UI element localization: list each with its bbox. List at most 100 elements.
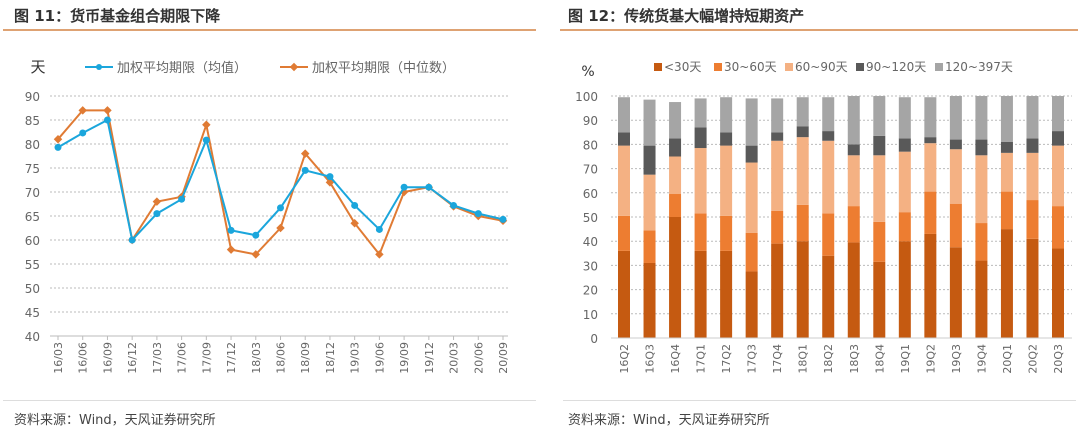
y-tick-label: 85: [25, 114, 40, 128]
y-tick-label: 40: [583, 235, 598, 249]
bar-segment: [1000, 141, 1013, 153]
y-tick-label: 10: [583, 308, 598, 322]
legend-label: 60~90天: [795, 60, 848, 74]
legend-label: 加权平均期限（中位数）: [312, 60, 455, 76]
x-tick-label: 18/06: [275, 342, 288, 374]
y-tick-label: 90: [25, 90, 40, 104]
bar-segment: [694, 127, 707, 149]
bar-segment: [975, 139, 988, 156]
data-point: [375, 250, 384, 259]
y-tick-label: 50: [583, 211, 598, 225]
bar-segment: [669, 217, 682, 338]
data-point: [103, 106, 112, 115]
series-line: [57, 118, 504, 243]
bar-segment: [669, 102, 682, 139]
bar-segment: [924, 97, 937, 138]
data-point: [277, 204, 284, 212]
x-tick-label: 18/12: [324, 342, 337, 374]
bar-segment: [643, 99, 656, 146]
bar-segment: [1000, 191, 1013, 230]
bar-segment: [873, 221, 886, 262]
legend-label: 90~120天: [866, 60, 926, 74]
figure-11-title: 图 11：货币基金组合期限下降: [14, 7, 221, 25]
bar-segment: [643, 230, 656, 263]
bar-segment: [898, 241, 911, 338]
x-tick-label: 17Q2: [720, 344, 733, 374]
bar-segment: [873, 261, 886, 338]
y-axis-unit: %: [581, 64, 594, 80]
x-tick-label: 19/06: [373, 342, 386, 374]
bar-segment: [898, 151, 911, 213]
bar-segment: [643, 262, 656, 338]
x-tick-label: 17/03: [151, 342, 164, 374]
data-point: [499, 215, 507, 223]
series-line: [57, 109, 504, 257]
y-tick-label: 45: [25, 306, 40, 320]
bar-segment: [847, 242, 860, 338]
bar-segment: [643, 174, 656, 231]
y-tick-label: 65: [25, 210, 40, 224]
x-tick-label: 20Q2: [1026, 344, 1039, 374]
bar-segment: [975, 96, 988, 140]
bar-segment: [873, 135, 886, 156]
x-tick-label: 19Q4: [975, 344, 988, 374]
bar-segment: [949, 96, 962, 140]
bar-segment: [1052, 145, 1064, 207]
bar-segment: [771, 98, 784, 133]
x-tick-label: 16/06: [77, 342, 90, 374]
legend-swatch: [654, 63, 662, 71]
bar-segment: [1026, 238, 1039, 338]
legend-swatch: [714, 63, 722, 71]
bar-segment: [796, 97, 809, 127]
x-tick-label: 19/03: [349, 342, 362, 374]
bar-segment: [669, 194, 682, 217]
figure-12-panel: 图 12：传统货基大幅增持短期资产 % 0 10 20 30 40 50 60 70 80 90 10…: [560, 0, 1080, 432]
data-point: [202, 120, 211, 130]
bar-segment: [1000, 152, 1013, 192]
x-tick-label: 17Q3: [746, 344, 759, 374]
x-tick-label: 16/03: [52, 342, 65, 374]
bar-segment: [975, 223, 988, 261]
x-tick-label: 16Q4: [669, 344, 682, 374]
figure-12-source: 资料来源：Wind，天风证券研究所: [568, 413, 770, 428]
bar-segment: [822, 97, 835, 132]
footer-divider: [563, 400, 1076, 401]
x-tick-label: 19Q1: [899, 344, 912, 374]
data-point: [202, 136, 210, 144]
x-tick-label: 16Q2: [618, 344, 631, 374]
bar-segment: [898, 97, 911, 139]
data-point: [227, 226, 235, 234]
bar-segment: [822, 131, 835, 141]
bar-segment: [1026, 138, 1039, 153]
x-tick-label: 19/09: [398, 342, 411, 374]
y-tick-label: 70: [25, 186, 40, 200]
x-tick-label: 20/03: [448, 342, 461, 374]
data-point: [400, 183, 408, 191]
bar-segment: [873, 155, 886, 222]
data-point: [276, 223, 285, 233]
bar-segment: [949, 149, 962, 204]
bar-segment: [822, 255, 835, 338]
data-point: [152, 197, 162, 206]
y-tick-label: 100: [575, 90, 598, 104]
legend-swatch: [856, 63, 864, 71]
legend-label: 30~60天: [724, 60, 777, 74]
bar-segment: [975, 155, 988, 224]
figure-11-source: 资料来源：Wind，天风证券研究所: [14, 413, 216, 428]
bar-segment: [771, 243, 784, 338]
bar-segment: [745, 271, 758, 338]
x-tick-label: 18/09: [299, 342, 312, 374]
bar-segment: [847, 206, 860, 243]
bar-segment: [847, 96, 860, 145]
bar-segment: [771, 132, 784, 141]
x-tick-label: 17/09: [200, 342, 213, 374]
bar-segment: [796, 137, 809, 205]
x-tick-label: 19Q3: [950, 344, 963, 374]
legend-label: 加权平均期限（均值）: [117, 60, 247, 76]
legend-marker: [289, 62, 299, 72]
bar-segment: [618, 97, 630, 133]
bar-segment: [669, 138, 682, 157]
bar-segment: [694, 148, 707, 214]
bar-segment: [745, 145, 758, 163]
figure-11-panel: 图 11：货币基金组合期限下降 天 40 45 50 55 60 65 70 75 80 85 90 1…: [3, 7, 536, 428]
